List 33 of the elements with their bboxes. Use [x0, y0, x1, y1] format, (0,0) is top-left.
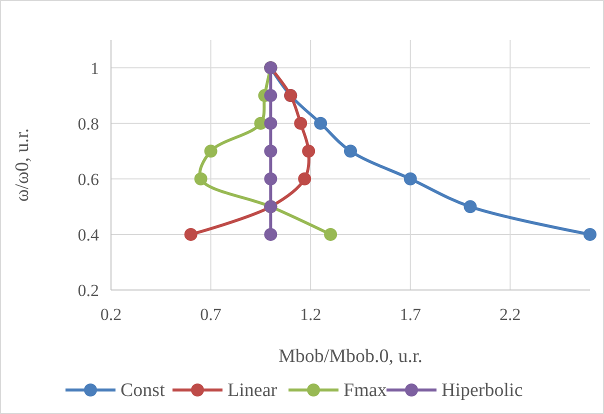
point	[584, 228, 596, 241]
point	[194, 172, 208, 186]
point	[344, 144, 357, 158]
point	[264, 172, 278, 186]
point	[184, 228, 198, 241]
point	[302, 144, 316, 158]
legend-label: Linear	[228, 380, 278, 401]
y-axis-title: ω/ω0, u.r.	[12, 128, 33, 202]
point	[204, 144, 218, 158]
point	[314, 116, 328, 130]
point	[264, 116, 278, 130]
point	[464, 200, 477, 214]
point	[264, 228, 278, 241]
y-tick-label: 0.2	[78, 281, 99, 300]
y-tick-label: 0.4	[78, 225, 100, 244]
legend-label: Hiperbolic	[442, 380, 523, 401]
point	[294, 116, 308, 130]
y-tick-label: 0.8	[78, 114, 99, 134]
point	[404, 172, 417, 186]
x-axis-title: Mbob/Mbob.0, u.r.	[278, 346, 423, 367]
legend-label: Fmax	[344, 380, 388, 401]
y-tick-label: 0.6	[78, 170, 99, 189]
point	[264, 89, 278, 102]
x-tick-label: 0.2	[100, 305, 122, 324]
x-tick-label: 0.7	[200, 305, 222, 324]
point	[324, 228, 338, 241]
point	[264, 144, 278, 158]
x-tick-label: 1.7	[400, 305, 422, 324]
point	[298, 172, 312, 186]
legend-label: Const	[120, 380, 166, 401]
x-tick-label: 2.2	[500, 305, 521, 324]
x-tick-label: 1.2	[300, 305, 322, 324]
y-tick-label: 1	[90, 58, 99, 78]
